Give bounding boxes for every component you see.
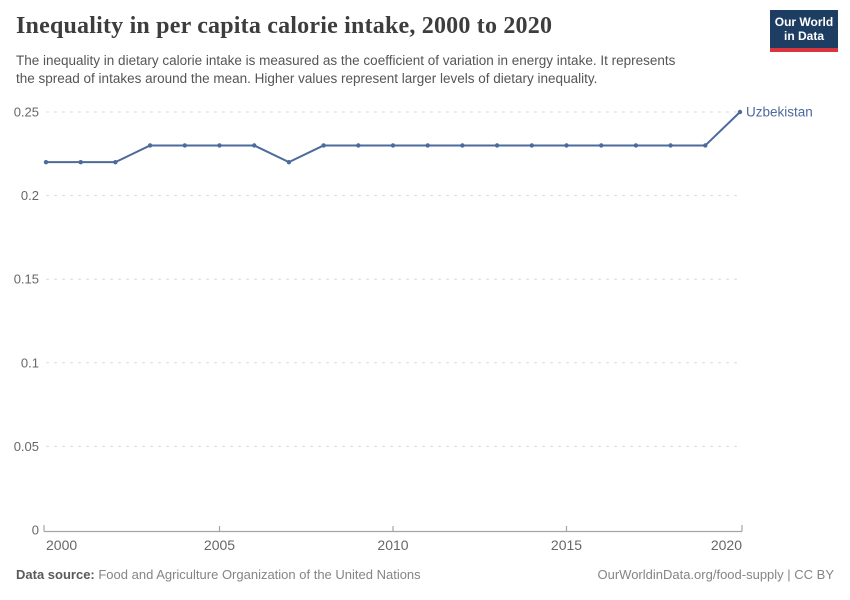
data-point-marker[interactable] bbox=[425, 143, 430, 148]
x-tick-label: 2000 bbox=[46, 537, 77, 553]
y-tick-label: 0.05 bbox=[14, 439, 39, 454]
x-tick-label: 2020 bbox=[711, 537, 742, 553]
y-tick-label: 0 bbox=[32, 523, 39, 538]
data-point-marker[interactable] bbox=[217, 143, 222, 148]
data-source-value: Food and Agriculture Organization of the… bbox=[94, 567, 421, 582]
y-tick-label: 0.15 bbox=[14, 272, 39, 287]
owid-logo[interactable]: Our World in Data bbox=[770, 10, 838, 52]
owid-logo-line1: Our World bbox=[774, 15, 834, 29]
data-point-marker[interactable] bbox=[460, 143, 465, 148]
x-tick-label: 2005 bbox=[204, 537, 235, 553]
data-point-marker[interactable] bbox=[252, 143, 257, 148]
data-point-marker[interactable] bbox=[564, 143, 569, 148]
data-point-marker[interactable] bbox=[737, 109, 743, 115]
x-tick-label: 2010 bbox=[377, 537, 408, 553]
chart-footer: Data source: Food and Agriculture Organi… bbox=[16, 567, 834, 582]
y-tick-label: 0.25 bbox=[14, 105, 39, 120]
y-tick-label: 0.2 bbox=[21, 188, 39, 203]
data-point-marker[interactable] bbox=[182, 143, 187, 148]
data-point-marker[interactable] bbox=[147, 143, 153, 148]
chart-title: Inequality in per capita calorie intake,… bbox=[16, 13, 553, 39]
chart-subtitle-line1: The inequality in dietary calorie intake… bbox=[16, 53, 676, 68]
data-point-marker[interactable] bbox=[78, 159, 83, 165]
data-point-marker[interactable] bbox=[494, 143, 500, 148]
data-source-label: Data source: bbox=[16, 567, 95, 582]
x-tick-label: 2015 bbox=[551, 537, 582, 553]
data-point-marker[interactable] bbox=[599, 143, 604, 148]
data-source-note: Data source: Food and Agriculture Organi… bbox=[16, 567, 421, 582]
y-tick-label: 0.1 bbox=[21, 355, 39, 370]
data-point-marker[interactable] bbox=[113, 159, 118, 165]
data-point-marker[interactable] bbox=[529, 143, 534, 148]
chart-subtitle: The inequality in dietary calorie intake… bbox=[16, 52, 761, 88]
series-label-uzbekistan[interactable]: Uzbekistan bbox=[746, 105, 813, 120]
data-point-marker[interactable] bbox=[43, 159, 49, 165]
data-point-marker[interactable] bbox=[390, 143, 396, 148]
data-point-marker[interactable] bbox=[356, 143, 361, 148]
credit-link[interactable]: OurWorldinData.org/food-supply | CC BY bbox=[597, 567, 834, 582]
data-point-marker[interactable] bbox=[703, 143, 708, 148]
data-point-marker[interactable] bbox=[633, 143, 639, 148]
data-point-marker[interactable] bbox=[286, 159, 292, 165]
data-point-marker[interactable] bbox=[668, 143, 673, 148]
owid-logo-line2: in Data bbox=[783, 29, 824, 43]
line-series-uzbekistan[interactable] bbox=[46, 111, 741, 164]
chart-subtitle-line2: the spread of intakes around the mean. H… bbox=[16, 71, 598, 86]
data-point-marker[interactable] bbox=[321, 143, 326, 148]
